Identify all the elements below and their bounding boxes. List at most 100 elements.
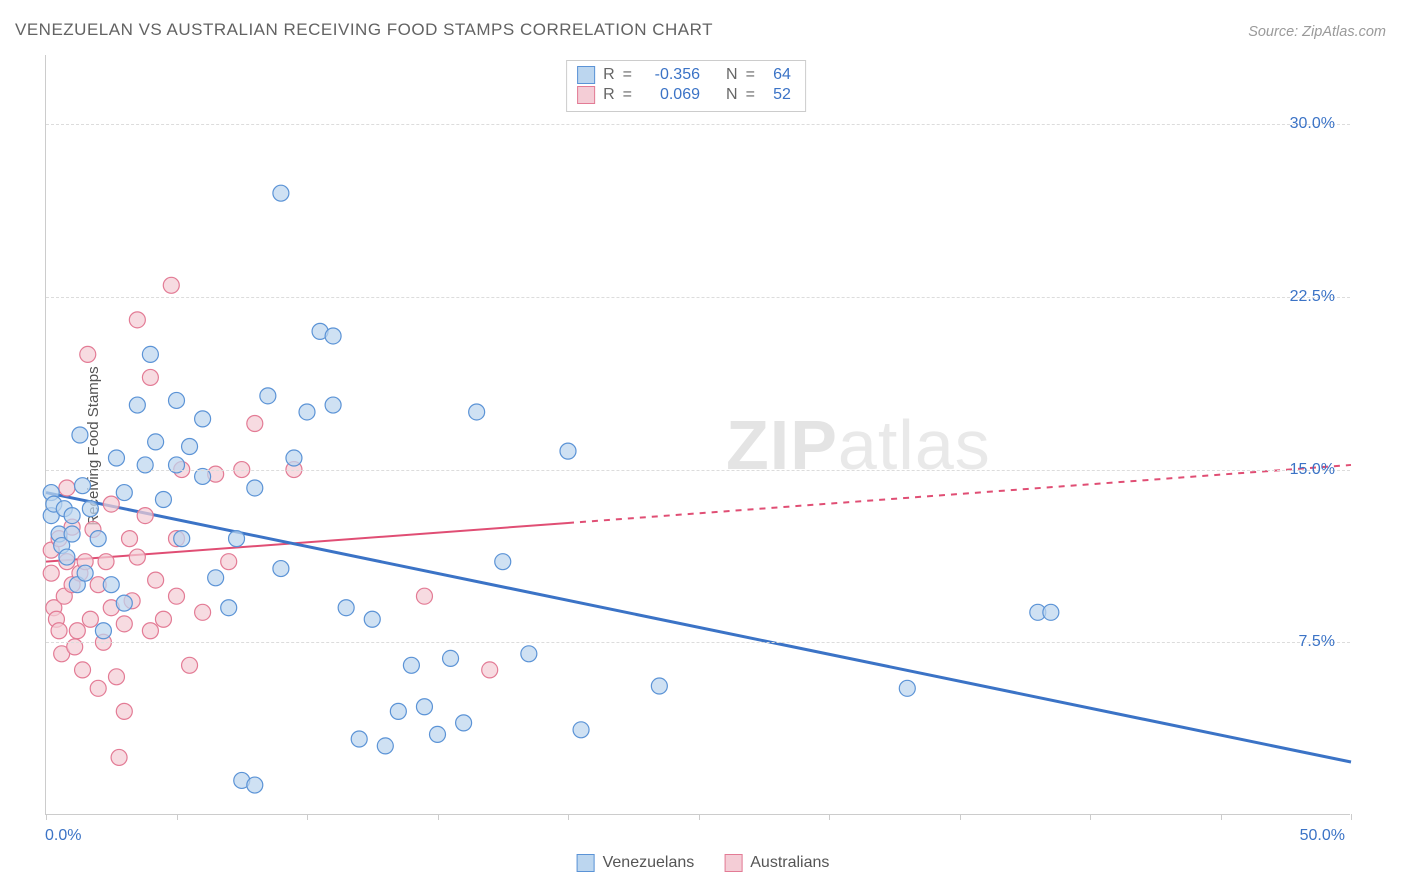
data-point-venezuelans: [573, 722, 589, 738]
stats-row-australians: R = 0.069 N = 52: [577, 85, 791, 105]
y-tick-label: 15.0%: [1290, 461, 1335, 479]
data-point-venezuelans: [338, 600, 354, 616]
data-point-venezuelans: [208, 570, 224, 586]
stats-r-label: R: [603, 66, 615, 84]
legend-swatch-australians: [724, 854, 742, 872]
data-point-australians: [129, 312, 145, 328]
stats-row-venezuelans: R = -0.356 N = 64: [577, 65, 791, 85]
x-tick-mark: [1090, 814, 1091, 820]
swatch-venezuelans: [577, 66, 595, 84]
data-point-venezuelans: [129, 397, 145, 413]
data-point-venezuelans: [103, 577, 119, 593]
data-point-venezuelans: [651, 678, 667, 694]
data-point-venezuelans: [364, 611, 380, 627]
data-point-venezuelans: [72, 427, 88, 443]
data-point-australians: [103, 496, 119, 512]
data-point-australians: [148, 572, 164, 588]
data-point-australians: [59, 480, 75, 496]
legend-swatch-venezuelans: [577, 854, 595, 872]
stats-equals: =: [623, 86, 632, 104]
data-point-australians: [137, 508, 153, 524]
data-point-venezuelans: [116, 595, 132, 611]
x-tick-mark: [1351, 814, 1352, 820]
data-point-australians: [67, 639, 83, 655]
data-point-venezuelans: [95, 623, 111, 639]
data-point-venezuelans: [377, 738, 393, 754]
data-point-venezuelans: [351, 731, 367, 747]
data-point-australians: [69, 623, 85, 639]
x-tick-mark: [307, 814, 308, 820]
stats-n-label: N: [726, 66, 738, 84]
plot-svg: [46, 55, 1350, 814]
chart-title: VENEZUELAN VS AUSTRALIAN RECEIVING FOOD …: [15, 20, 713, 40]
data-point-australians: [416, 588, 432, 604]
data-point-australians: [142, 369, 158, 385]
legend-label-australians: Australians: [750, 854, 829, 872]
stats-legend-box: R = -0.356 N = 64 R = 0.069 N = 52: [566, 60, 806, 112]
stats-n-label: N: [726, 86, 738, 104]
data-point-venezuelans: [195, 411, 211, 427]
data-point-venezuelans: [403, 657, 419, 673]
data-point-australians: [116, 703, 132, 719]
swatch-australians: [577, 86, 595, 104]
data-point-australians: [195, 604, 211, 620]
x-tick-mark: [438, 814, 439, 820]
gridline: [46, 470, 1350, 471]
legend-label-venezuelans: Venezuelans: [603, 854, 695, 872]
data-point-australians: [482, 662, 498, 678]
data-point-venezuelans: [116, 485, 132, 501]
gridline: [46, 297, 1350, 298]
gridline: [46, 124, 1350, 125]
data-point-venezuelans: [64, 526, 80, 542]
stats-equals: =: [746, 66, 755, 84]
data-point-venezuelans: [229, 531, 245, 547]
data-point-venezuelans: [247, 777, 263, 793]
data-point-venezuelans: [182, 439, 198, 455]
data-point-venezuelans: [286, 450, 302, 466]
data-point-venezuelans: [521, 646, 537, 662]
data-point-venezuelans: [169, 457, 185, 473]
y-tick-label: 7.5%: [1299, 633, 1335, 651]
data-point-australians: [90, 680, 106, 696]
data-point-australians: [98, 554, 114, 570]
data-point-venezuelans: [221, 600, 237, 616]
data-point-venezuelans: [430, 726, 446, 742]
data-point-venezuelans: [273, 185, 289, 201]
data-point-venezuelans: [142, 346, 158, 362]
series-legend: Venezuelans Australians: [577, 854, 830, 872]
data-point-venezuelans: [75, 478, 91, 494]
x-tick-mark: [177, 814, 178, 820]
data-point-venezuelans: [137, 457, 153, 473]
data-point-venezuelans: [59, 549, 75, 565]
data-point-venezuelans: [469, 404, 485, 420]
legend-item-australians: Australians: [724, 854, 829, 872]
data-point-venezuelans: [195, 468, 211, 484]
data-point-venezuelans: [1043, 604, 1059, 620]
x-tick-mark: [960, 814, 961, 820]
gridline: [46, 642, 1350, 643]
data-point-venezuelans: [899, 680, 915, 696]
data-point-australians: [75, 662, 91, 678]
x-tick-mark: [1221, 814, 1222, 820]
stats-n-value-australians: 52: [763, 86, 791, 104]
data-point-venezuelans: [174, 531, 190, 547]
regression-line-dashed-australians: [568, 465, 1351, 523]
data-point-australians: [108, 669, 124, 685]
data-point-australians: [122, 531, 138, 547]
chart-container: VENEZUELAN VS AUSTRALIAN RECEIVING FOOD …: [0, 0, 1406, 892]
data-point-venezuelans: [325, 328, 341, 344]
legend-item-venezuelans: Venezuelans: [577, 854, 695, 872]
x-tick-mark: [699, 814, 700, 820]
data-point-venezuelans: [77, 565, 93, 581]
data-point-australians: [169, 588, 185, 604]
data-point-venezuelans: [90, 531, 106, 547]
stats-r-value-venezuelans: -0.356: [640, 66, 700, 84]
data-point-venezuelans: [108, 450, 124, 466]
data-point-australians: [116, 616, 132, 632]
data-point-australians: [163, 277, 179, 293]
data-point-venezuelans: [64, 508, 80, 524]
data-point-australians: [43, 565, 59, 581]
stats-equals: =: [746, 86, 755, 104]
data-point-australians: [80, 346, 96, 362]
stats-r-label: R: [603, 86, 615, 104]
